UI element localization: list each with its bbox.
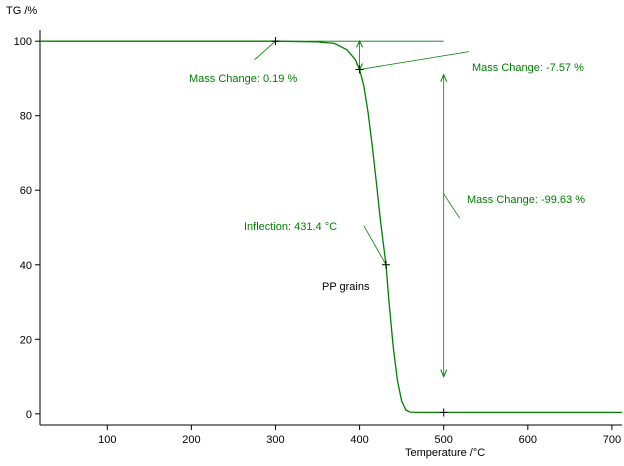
inflection-leader: [363, 225, 387, 265]
series-line-pp-grains: [40, 40, 622, 414]
mass-change-3-arrowhead-bottom: [440, 369, 448, 378]
markers: [271, 37, 448, 417]
y-tick-label: 20: [20, 334, 32, 346]
x-tick-label: 300: [266, 434, 284, 446]
plus-marker: [271, 37, 280, 46]
y-tick-label: 100: [14, 36, 32, 48]
axes: 100 200 300 400 500 600 700 0 20 40 60 80 100: [14, 30, 622, 446]
y-tick-label: 80: [20, 111, 32, 123]
mass-change-1-leader: [254, 40, 276, 61]
plus-marker: [355, 65, 364, 74]
guide-mass-change-2-leader: [359, 51, 469, 70]
plus-marker: [382, 260, 391, 269]
x-tick-label: 400: [350, 434, 368, 446]
mass-change-3-leader: [443, 193, 461, 219]
mass-change-2-label: Mass Change: -7.57 %: [472, 62, 584, 74]
x-tick-label: 100: [98, 434, 116, 446]
x-tick-label: 700: [603, 434, 621, 446]
y-tick-label: 60: [20, 185, 32, 197]
annotation-labels: TG /% Temperature /°C Mass Change: 0.19 …: [6, 5, 585, 459]
curve-label: PP grains: [322, 281, 370, 293]
annotation-guides: [254, 40, 469, 378]
y-tick-label: 0: [26, 409, 32, 421]
x-tick-label: 500: [435, 434, 453, 446]
curves: [40, 40, 622, 414]
x-tick-label: 600: [519, 434, 537, 446]
mass-change-2-arrowhead-top: [356, 40, 364, 48]
x-tick-label: 200: [182, 434, 200, 446]
mass-change-3-label: Mass Change: -99.63 %: [467, 194, 585, 206]
x-axis-title: Temperature /°C: [405, 447, 485, 459]
mass-change-3-arrowhead-top: [440, 73, 448, 82]
inflection-label: Inflection: 431.4 °C: [244, 221, 337, 233]
plus-marker: [439, 408, 448, 417]
y-axis-title: TG /%: [6, 5, 37, 17]
mass-change-1-label: Mass Change: 0.19 %: [189, 73, 297, 85]
y-tick-label: 40: [20, 260, 32, 272]
